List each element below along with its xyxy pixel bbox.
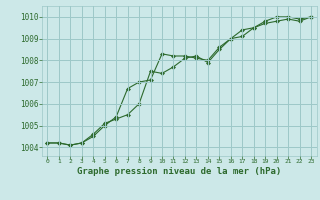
X-axis label: Graphe pression niveau de la mer (hPa): Graphe pression niveau de la mer (hPa) xyxy=(77,167,281,176)
